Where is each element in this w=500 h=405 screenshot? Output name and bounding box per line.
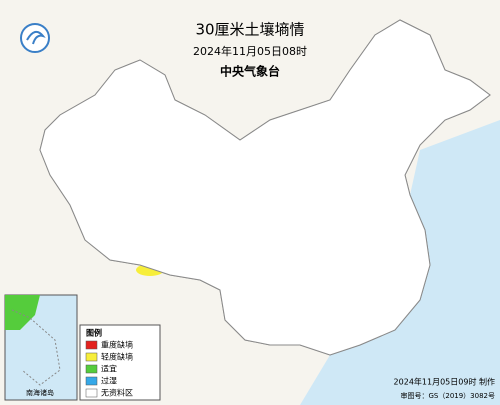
legend-title: 图例: [86, 328, 102, 338]
map-agency: 中央气象台: [220, 64, 280, 79]
sea: [300, 120, 500, 405]
legend-label: 适宜: [101, 364, 117, 374]
legend-label: 轻度缺墒: [101, 352, 133, 362]
legend-swatch: [85, 340, 98, 350]
legend-label: 重度缺墒: [101, 340, 133, 350]
legend-swatch: [85, 376, 98, 386]
logo-mark: [26, 30, 46, 45]
map-title: 30厘米土壤墒情: [195, 21, 304, 39]
inset-boundary: [11, 309, 61, 386]
legend-label: 过湿: [101, 376, 117, 386]
map-time: 2024年11月05日08时: [193, 44, 307, 58]
made-time: 2024年11月05日09时 制作: [394, 377, 495, 387]
approval-number: 审图号：GS（2019）3082号: [401, 391, 496, 400]
legend-swatch: [85, 352, 98, 362]
inset-land: [5, 295, 40, 330]
legend-swatch: [85, 388, 98, 398]
legend-swatch: [85, 364, 98, 374]
inset-label: 南海诸岛: [26, 388, 54, 397]
legend-label: 无资料区: [101, 388, 133, 398]
legend-frame: [79, 324, 161, 401]
